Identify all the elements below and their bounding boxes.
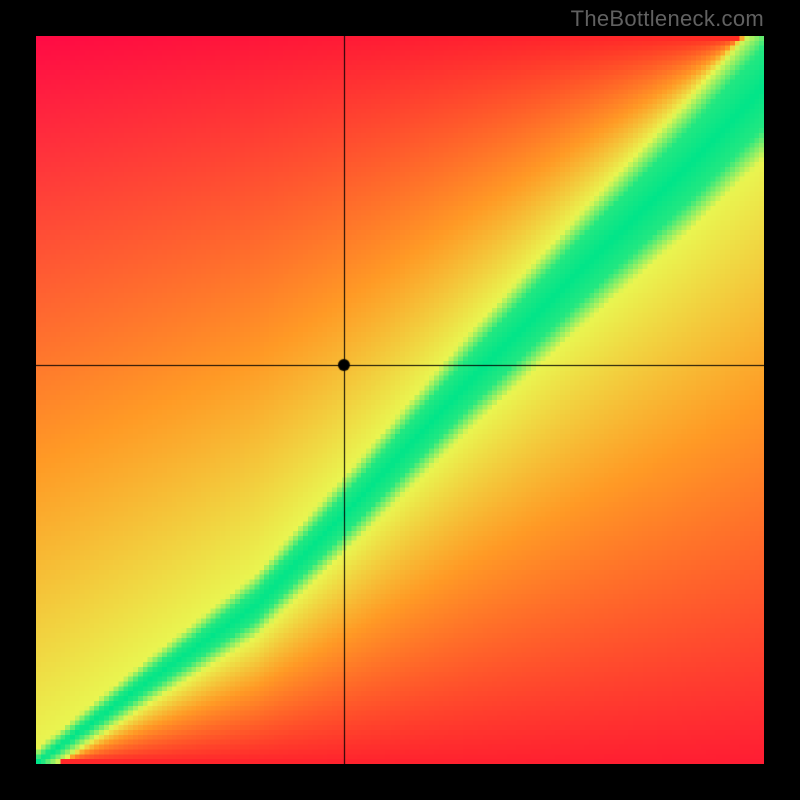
- bottleneck-heatmap-chart: [36, 36, 764, 764]
- watermark-text: TheBottleneck.com: [571, 6, 764, 32]
- crosshair-overlay: [36, 36, 764, 764]
